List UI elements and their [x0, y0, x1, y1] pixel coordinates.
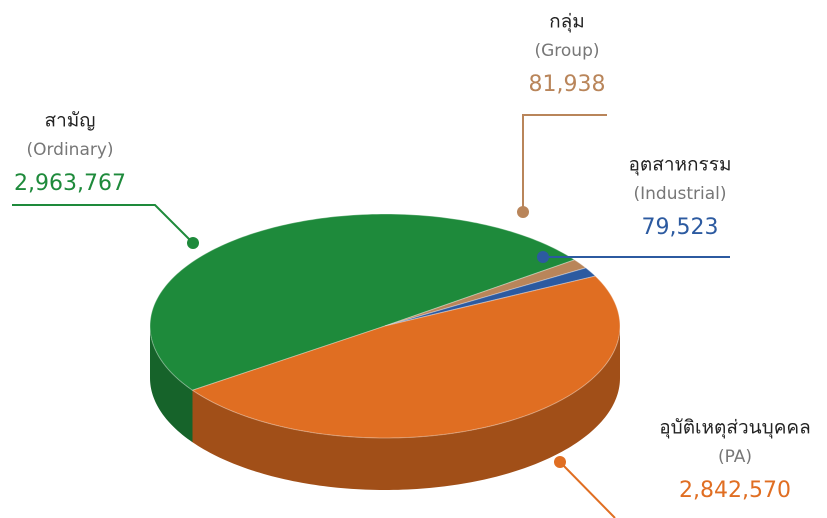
category-label-en: (Group)	[534, 41, 599, 61]
slice	[191, 275, 621, 439]
leader-line	[522, 114, 607, 212]
leader-dot	[554, 456, 566, 468]
category-label: กลุ่ม	[549, 11, 585, 34]
leader-dot	[517, 206, 529, 218]
category-label: อุบัติเหตุส่วนบุคคล	[659, 417, 811, 440]
category-label: สามัญ	[45, 110, 96, 132]
category-label: อุตสาหกรรม	[629, 154, 732, 177]
value-label: 2,963,767	[14, 171, 126, 196]
slice	[384, 259, 587, 327]
value-label: 81,938	[529, 72, 606, 97]
value-label: 79,523	[642, 215, 719, 240]
leader-line	[559, 461, 616, 518]
slice	[149, 213, 576, 391]
leader-line	[12, 204, 194, 244]
slice-side	[192, 326, 620, 490]
value-label: 2,842,570	[679, 478, 791, 503]
leader-dot	[187, 237, 199, 249]
slice	[384, 267, 597, 327]
leader-dot	[537, 251, 549, 263]
slice-side	[150, 326, 193, 443]
category-label-en: (PA)	[718, 447, 752, 467]
category-label-en: (Ordinary)	[26, 140, 113, 160]
category-label-en: (Industrial)	[634, 184, 727, 204]
